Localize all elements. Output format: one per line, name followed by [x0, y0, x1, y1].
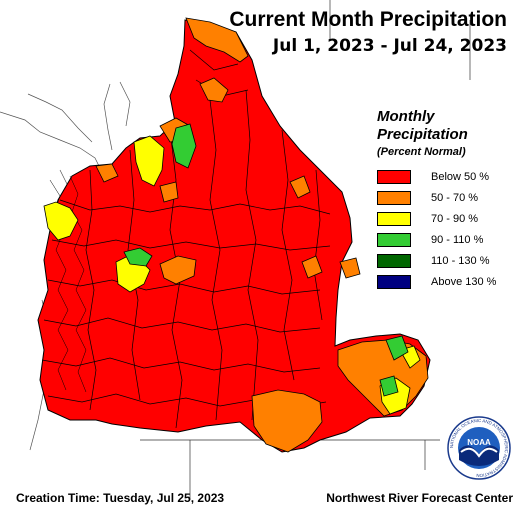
legend-item: Below 50 % — [377, 168, 517, 185]
creation-time: Creation Time: Tuesday, Jul 25, 2023 — [16, 491, 225, 505]
yellow-region-coast — [43, 201, 79, 241]
legend-label: 110 - 130 % — [431, 254, 490, 267]
legend-subtitle: (Percent Normal) — [377, 146, 466, 158]
orange-region-center — [159, 255, 197, 285]
green-region-southeast — [385, 335, 409, 361]
legend: Monthly Precipitation (Percent Normal) B… — [377, 108, 517, 294]
legend-label: 50 - 70 % — [431, 191, 479, 204]
legend-label: 70 - 90 % — [431, 212, 479, 225]
legend-title-line1: Monthly — [377, 108, 435, 125]
legend-item: 90 - 110 % — [377, 231, 517, 248]
green-region-southeast-2 — [379, 375, 399, 397]
logo-text: NOAA — [467, 438, 491, 447]
region-below-50 — [37, 19, 431, 453]
orange-region-east — [289, 175, 311, 199]
forecast-center-name: Northwest River Forecast Center — [326, 491, 513, 505]
map-title: Current Month Precipitation — [229, 8, 507, 31]
legend-item: 110 - 130 % — [377, 252, 517, 269]
legend-swatch — [377, 232, 411, 247]
green-region-north — [171, 123, 197, 169]
map-date-range: Jul 1, 2023 - Jul 24, 2023 — [272, 36, 507, 56]
legend-label: Above 130 % — [431, 275, 497, 288]
orange-region-mid — [159, 181, 179, 203]
legend-swatch — [377, 169, 411, 184]
legend-item: 50 - 70 % — [377, 189, 517, 206]
legend-item: 70 - 90 % — [377, 210, 517, 227]
legend-label: Below 50 % — [431, 170, 490, 183]
orange-region-west — [95, 163, 119, 183]
legend-swatch — [377, 211, 411, 226]
orange-region-far-east — [339, 257, 361, 279]
legend-items: Below 50 % 50 - 70 % 70 - 90 % 90 - 110 % 11… — [377, 168, 517, 290]
legend-swatch — [377, 274, 411, 289]
yellow-region-north — [133, 135, 165, 187]
orange-region-south — [251, 389, 323, 453]
orange-region-east-mid — [301, 255, 323, 279]
green-region-center — [123, 247, 153, 267]
legend-swatch — [377, 253, 411, 268]
orange-region-upper — [199, 77, 229, 103]
orange-region-north — [185, 17, 249, 63]
noaa-logo-icon: NOAA NATIONAL OCEANIC AND ATMOSPHERIC AD… — [447, 416, 511, 480]
region-90-110 — [123, 123, 409, 397]
legend-swatch — [377, 190, 411, 205]
legend-label: 90 - 110 % — [431, 233, 484, 246]
basin-boundaries — [41, 49, 331, 429]
legend-title-line2: Precipitation — [377, 126, 468, 143]
legend-item: Above 130 % — [377, 273, 517, 290]
